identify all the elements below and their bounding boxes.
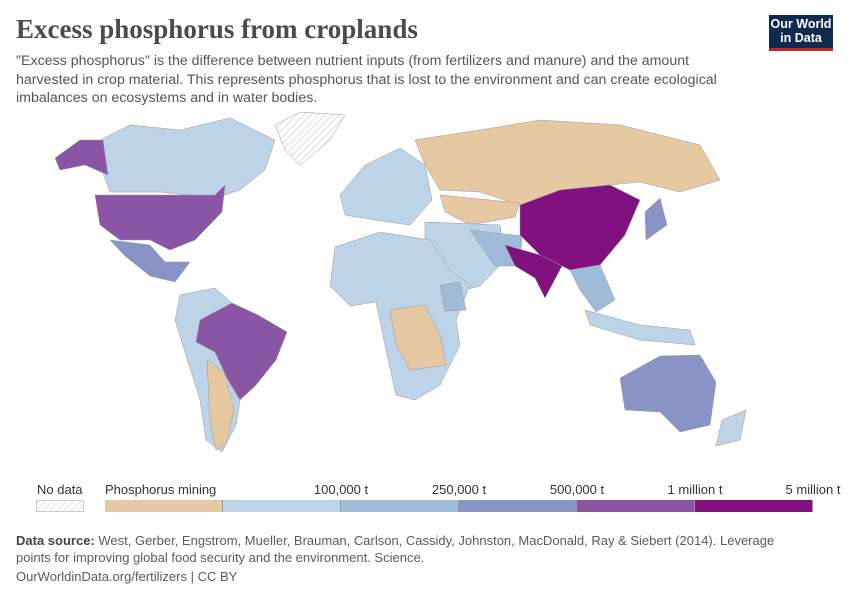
subtitle: "Excess phosphorus" is the difference be… (16, 53, 717, 106)
legend-no-data-label: No data (37, 482, 83, 497)
legend-label-2: 100,000 t (313, 482, 369, 497)
region-ethiopia[interactable] (439, 281, 467, 312)
legend-label-4: 500,000 t (549, 482, 605, 497)
source-text: West, Gerber, Engstrom, Mueller, Brauman… (16, 533, 775, 565)
legend-bin-0[interactable] (105, 500, 223, 512)
legend-bin-4[interactable] (577, 500, 695, 512)
source-url[interactable]: OurWorldinData.org/fertilizers | CC BY (16, 569, 238, 584)
region-kazakhstan[interactable] (439, 194, 521, 226)
region-china[interactable] (519, 184, 641, 271)
legend-no-data-swatch[interactable] (36, 500, 84, 512)
region-southeast-asia[interactable] (569, 264, 616, 313)
world-map (54, 111, 747, 453)
region-new-zealand[interactable] (715, 409, 747, 447)
data-source: Data source: West, Gerber, Engstrom, Mue… (16, 532, 806, 566)
page-title: Excess phosphorus from croplands (16, 14, 418, 44)
legend-label-3: 250,000 t (431, 482, 487, 497)
owid-logo[interactable]: Our World in Data (769, 15, 833, 51)
region-brazil[interactable] (195, 302, 288, 401)
source-label: Data source: (16, 533, 95, 548)
legend-label-0: Phosphorus mining (105, 482, 217, 497)
region-russia[interactable] (414, 119, 721, 206)
region-japan[interactable] (644, 197, 668, 241)
region-europe[interactable] (339, 147, 433, 226)
region-canada[interactable] (99, 117, 276, 199)
region-argentina[interactable] (206, 359, 235, 451)
region-greenland[interactable] (274, 111, 346, 166)
legend-label-max: 5 million t (785, 482, 841, 497)
region-mexico[interactable] (109, 239, 191, 283)
legend-label-5: 1 million t (667, 482, 723, 497)
region-united-states[interactable] (94, 184, 226, 251)
legend-bin-2[interactable] (341, 500, 459, 512)
region-australia[interactable] (619, 354, 717, 433)
region-india[interactable] (504, 244, 563, 299)
legend-bin-1[interactable] (223, 500, 341, 512)
region-central-southern-africa[interactable] (389, 304, 447, 371)
region-indonesia[interactable] (584, 309, 696, 346)
region-alaska[interactable] (54, 139, 109, 176)
legend-bin-5[interactable] (695, 500, 813, 512)
legend-bin-3[interactable] (459, 500, 577, 512)
